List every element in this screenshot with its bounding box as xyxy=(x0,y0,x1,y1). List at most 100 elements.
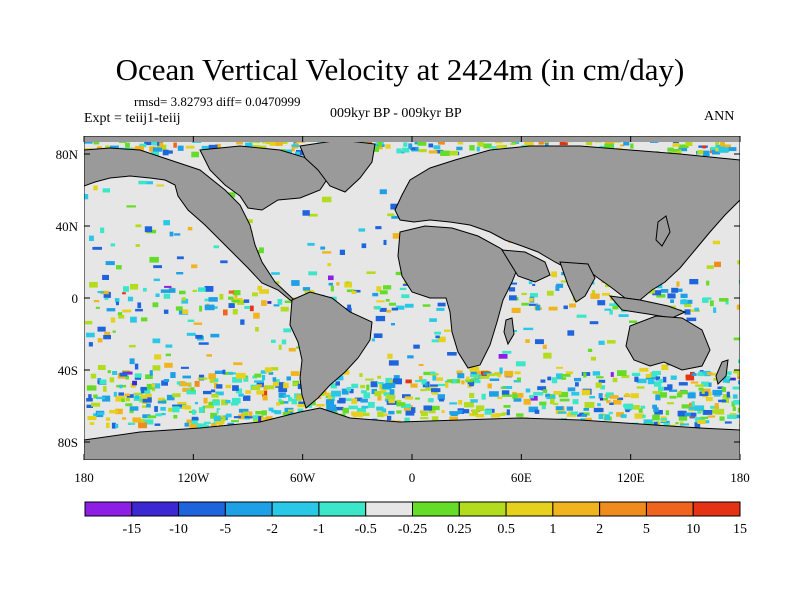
velocity-patch xyxy=(547,394,556,398)
velocity-patch xyxy=(256,390,265,395)
velocity-patch xyxy=(653,421,658,426)
velocity-patch xyxy=(543,141,549,144)
velocity-patch xyxy=(351,383,359,389)
velocity-patch xyxy=(553,391,562,395)
velocity-patch xyxy=(502,394,512,397)
velocity-patch xyxy=(297,403,306,408)
velocity-patch xyxy=(130,383,136,388)
velocity-patch xyxy=(722,377,730,383)
velocity-patch xyxy=(157,397,165,404)
velocity-patch xyxy=(738,279,740,284)
velocity-patch xyxy=(270,146,281,151)
colorbar-swatch xyxy=(224,501,273,517)
velocity-patch xyxy=(491,413,501,418)
velocity-patch xyxy=(225,384,231,389)
land-north-america xyxy=(84,147,301,306)
velocity-patch xyxy=(617,370,627,376)
velocity-patch xyxy=(169,288,176,293)
velocity-patch xyxy=(93,394,98,399)
colorbar-swatch xyxy=(84,501,133,517)
velocity-patch xyxy=(511,307,521,313)
velocity-patch xyxy=(528,406,539,413)
velocity-patch xyxy=(130,316,137,323)
velocity-patch xyxy=(228,303,235,308)
velocity-patch xyxy=(140,394,148,399)
velocity-patch xyxy=(218,409,226,416)
velocity-patch xyxy=(259,247,264,254)
velocity-patch xyxy=(216,384,223,389)
velocity-patch xyxy=(187,319,195,322)
velocity-patch xyxy=(515,297,519,301)
lon-tick-label: 60E xyxy=(511,470,532,485)
velocity-patch xyxy=(563,305,568,310)
velocity-patch xyxy=(84,194,89,200)
velocity-patch xyxy=(545,393,551,398)
velocity-patch xyxy=(439,398,445,402)
velocity-patch xyxy=(558,391,569,398)
velocity-patch xyxy=(232,309,238,315)
velocity-patch xyxy=(469,383,474,387)
velocity-patch xyxy=(204,286,214,292)
velocity-patch xyxy=(634,413,644,419)
velocity-patch xyxy=(512,393,518,399)
velocity-patch xyxy=(348,405,358,410)
velocity-patch xyxy=(103,385,107,392)
velocity-patch xyxy=(275,382,285,388)
velocity-patch xyxy=(258,416,262,422)
velocity-patch xyxy=(673,149,677,152)
velocity-patch xyxy=(288,396,292,402)
velocity-patch xyxy=(556,283,564,288)
land-australia xyxy=(625,315,711,371)
velocity-patch xyxy=(122,292,126,295)
velocity-patch xyxy=(546,396,553,400)
velocity-patch xyxy=(220,260,228,264)
velocity-patch xyxy=(359,373,363,377)
velocity-patch xyxy=(228,290,234,294)
velocity-patch xyxy=(154,406,158,412)
velocity-patch xyxy=(143,287,147,292)
velocity-patch xyxy=(344,398,352,401)
velocity-patch xyxy=(732,386,740,390)
velocity-patch xyxy=(374,306,381,310)
velocity-patch xyxy=(116,301,119,306)
velocity-patch xyxy=(283,394,290,398)
velocity-patch xyxy=(104,331,111,337)
velocity-patch xyxy=(447,352,457,356)
velocity-patch xyxy=(97,326,106,332)
velocity-patch xyxy=(330,383,337,389)
velocity-patch xyxy=(182,309,188,314)
velocity-patch xyxy=(662,376,667,383)
velocity-patch xyxy=(464,402,474,408)
velocity-patch xyxy=(404,396,414,400)
velocity-patch xyxy=(255,411,264,415)
velocity-patch xyxy=(504,370,514,377)
velocity-patch xyxy=(449,402,458,405)
velocity-patch xyxy=(259,289,269,294)
velocity-patch xyxy=(219,351,225,355)
velocity-patch xyxy=(718,147,728,153)
velocity-patch xyxy=(612,305,619,310)
velocity-patch xyxy=(180,366,189,369)
velocity-patch xyxy=(293,139,297,146)
velocity-patch xyxy=(175,306,183,311)
velocity-patch xyxy=(89,281,98,288)
velocity-patch xyxy=(470,399,478,403)
velocity-patch xyxy=(433,145,441,150)
velocity-patch xyxy=(235,388,243,394)
velocity-patch xyxy=(373,146,379,152)
velocity-patch xyxy=(203,421,211,424)
lon-tick-label: 120E xyxy=(617,470,645,485)
velocity-patch xyxy=(691,373,697,376)
velocity-patch xyxy=(178,381,186,386)
velocity-patch xyxy=(199,407,204,413)
velocity-patch xyxy=(660,420,670,424)
velocity-patch xyxy=(678,146,688,152)
velocity-patch xyxy=(278,344,282,350)
velocity-patch xyxy=(706,372,713,375)
colorbar-tick-label: 10 xyxy=(686,522,700,537)
velocity-patch xyxy=(360,412,370,417)
velocity-patch xyxy=(680,390,688,395)
velocity-patch xyxy=(157,400,167,404)
velocity-patch xyxy=(230,402,239,406)
velocity-patch xyxy=(587,348,593,352)
